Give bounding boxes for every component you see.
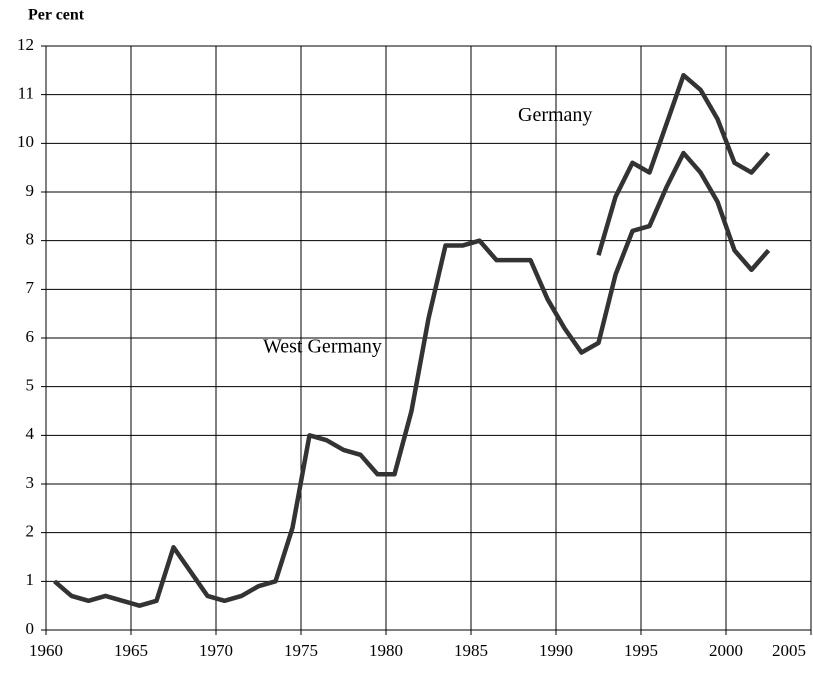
y-tick-label: 8 [26,230,35,249]
y-tick-label: 6 [26,327,35,346]
y-tick-label: 2 [26,522,35,541]
y-tick-label: 0 [26,619,35,638]
y-tick-label: 9 [26,181,35,200]
y-tick-label: 12 [17,35,34,54]
x-tick-label: 1975 [284,641,318,660]
series-label: Germany [518,104,592,126]
x-tick-label: 2000 [709,641,743,660]
y-tick-label: 1 [26,570,35,589]
x-tick-label: 1990 [539,641,573,660]
y-tick-label: 11 [18,84,34,103]
series-line [596,72,771,256]
x-tick-label: 1970 [199,641,233,660]
y-tick-label: 4 [26,424,35,443]
series-label: West Germany [263,335,382,357]
x-tick-label: 1985 [454,641,488,660]
y-tick-label: 10 [17,132,34,151]
y-tick-label: 3 [26,473,35,492]
series-line [53,150,771,608]
x-tick-label: 1995 [624,641,658,660]
x-tick-label: 1960 [29,641,63,660]
x-tick-label: 1965 [114,641,148,660]
x-tick-label: 1980 [369,641,403,660]
y-tick-label: 5 [26,376,35,395]
y-tick-label: 7 [26,278,35,297]
y-axis-label: Per cent [28,7,85,24]
x-tick-label: 2005 [772,641,806,660]
